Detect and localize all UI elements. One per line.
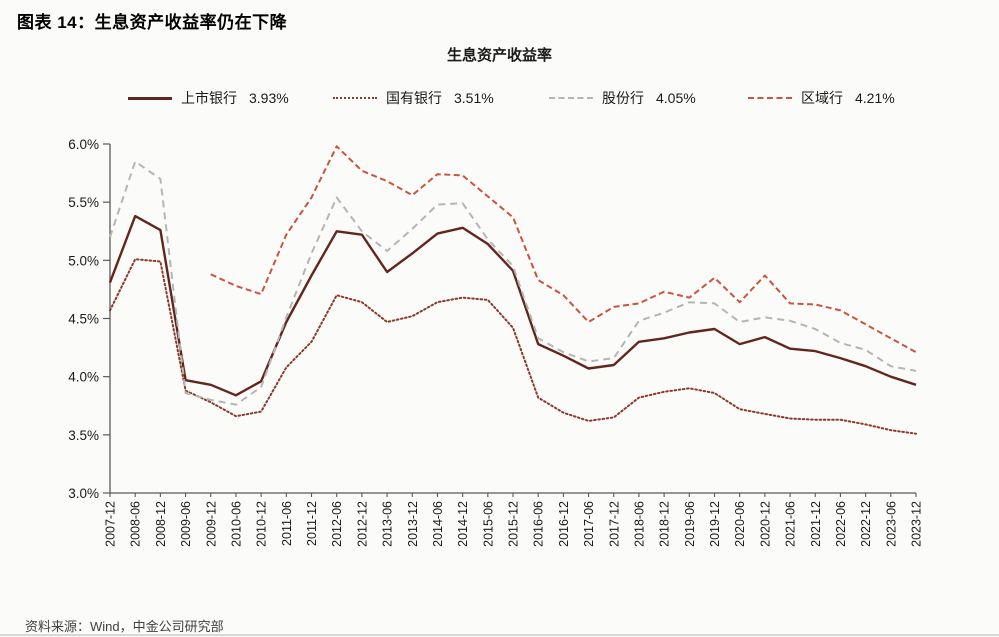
x-tick-label: 2018-12 [658, 501, 672, 547]
x-tick-label: 2017-12 [607, 501, 621, 547]
x-tick-label: 2020-12 [758, 501, 772, 547]
series-line-股份行 [109, 160, 917, 406]
x-tick-label: 2023-06 [884, 501, 898, 547]
x-tick-label: 2012-06 [330, 501, 344, 547]
x-tick-label: 2017-06 [582, 501, 596, 547]
x-tick-label: 2014-12 [456, 501, 470, 547]
x-tick-label: 2019-12 [708, 501, 722, 547]
x-tick-label: 2019-06 [683, 501, 697, 547]
legend-current-value: 3.51% [454, 90, 494, 106]
legend-line-sample [748, 97, 792, 99]
legend-label: 国有银行 [386, 90, 442, 106]
y-tick-label: 4.0% [68, 370, 99, 385]
figure-title: 图表 14：生息资产收益率仍在下降 [17, 13, 288, 32]
series-line-国有银行 [109, 258, 917, 435]
x-tick-label: 2008-06 [129, 501, 143, 547]
x-tick-label: 2016-06 [532, 501, 546, 547]
legend-line-sample [333, 97, 377, 99]
x-tick-label: 2023-12 [910, 501, 924, 547]
x-tick-label: 2007-12 [104, 501, 118, 547]
chart-legend: 上市银行 3.93% 国有银行 3.51% 股份行 4.05% 区域行 4.21% [0, 88, 999, 110]
series-line-上市银行 [108, 214, 917, 397]
x-tick-label: 2022-06 [834, 501, 848, 547]
y-tick-label: 6.0% [68, 137, 99, 152]
x-tick-label: 2021-06 [784, 501, 798, 547]
series-line-区域行 [210, 145, 917, 354]
x-tick-label: 2020-06 [733, 501, 747, 547]
legend-current-value: 3.93% [249, 90, 289, 106]
y-tick-label: 4.5% [68, 312, 99, 327]
chart-title: 生息资产收益率 [446, 47, 552, 64]
legend-item-股份行: 股份行 4.05% [549, 88, 696, 108]
x-tick-label: 2014-06 [431, 501, 445, 547]
y-tick-label: 3.0% [68, 486, 99, 501]
legend-label: 上市银行 [181, 90, 237, 106]
legend-label: 股份行 [602, 90, 644, 106]
x-tick-label: 2015-06 [481, 501, 495, 547]
legend-label: 区域行 [801, 90, 843, 106]
y-tick-label: 3.5% [68, 428, 99, 443]
legend-current-value: 4.05% [656, 90, 696, 106]
x-tick-label: 2010-12 [255, 501, 269, 547]
x-tick-label: 2013-12 [406, 501, 420, 547]
x-tick-label: 2010-06 [229, 501, 243, 547]
x-tick-label: 2018-06 [632, 501, 646, 547]
x-tick-label: 2011-06 [280, 501, 294, 546]
bottom-divider [0, 634, 999, 636]
y-tick-label: 5.0% [68, 253, 99, 268]
legend-current-value: 4.21% [855, 90, 895, 106]
legend-item-国有银行: 国有银行 3.51% [333, 88, 494, 108]
legend-line-sample [549, 97, 593, 99]
x-tick-label: 2022-12 [859, 501, 873, 547]
x-tick-label: 2009-06 [179, 501, 193, 547]
x-tick-label: 2008-12 [154, 501, 168, 547]
legend-item-上市银行: 上市银行 3.93% [128, 88, 289, 108]
y-tick-label: 5.5% [68, 195, 99, 210]
x-tick-label: 2009-12 [204, 501, 218, 547]
x-tick-label: 2013-06 [381, 501, 395, 547]
x-tick-label: 2021-12 [809, 501, 823, 547]
x-tick-label: 2011-12 [305, 501, 319, 546]
source-note: 资料来源：Wind，中金公司研究部 [25, 619, 224, 634]
legend-item-区域行: 区域行 4.21% [748, 88, 895, 108]
legend-line-sample [128, 96, 172, 100]
x-tick-label: 2015-12 [507, 501, 521, 547]
x-tick-label: 2012-12 [355, 501, 369, 547]
x-tick-label: 2016-12 [557, 501, 571, 547]
